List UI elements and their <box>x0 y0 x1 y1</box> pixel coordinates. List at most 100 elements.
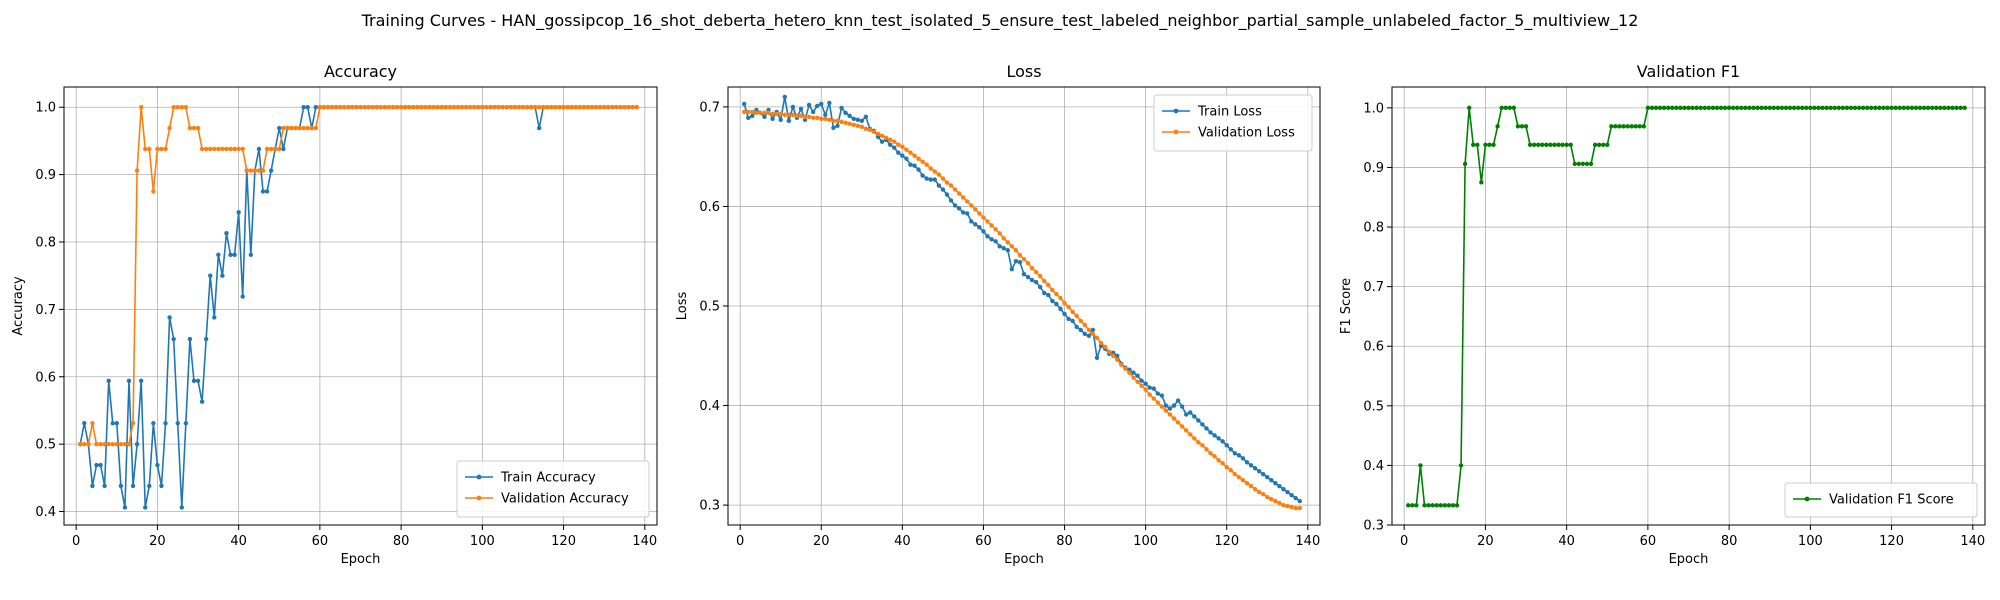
data-point <box>932 177 937 182</box>
data-point <box>1645 105 1651 111</box>
data-point <box>1783 105 1789 111</box>
data-point <box>374 105 379 110</box>
data-point <box>467 105 473 110</box>
accuracy-subplot-title: Accuracy <box>324 62 397 81</box>
data-point <box>1934 105 1939 111</box>
data-point <box>831 125 836 131</box>
data-point <box>1033 279 1039 285</box>
data-point <box>1297 505 1302 511</box>
x-tick-label: 100 <box>1133 534 1158 549</box>
data-point <box>577 105 583 110</box>
data-point <box>1111 353 1116 358</box>
data-point <box>762 114 767 120</box>
data-point <box>1873 105 1878 111</box>
x-tick-label: 140 <box>1960 534 1985 549</box>
legend-swatch-marker <box>1173 129 1179 135</box>
data-point <box>313 125 319 131</box>
data-point <box>770 116 775 122</box>
data-point <box>528 105 534 110</box>
data-point <box>1204 426 1209 431</box>
data-point <box>1094 335 1100 341</box>
data-point <box>1657 105 1663 111</box>
data-point <box>240 146 245 152</box>
data-point <box>159 146 164 152</box>
series-line <box>744 111 1300 509</box>
data-point <box>484 105 489 110</box>
data-point <box>1289 492 1294 498</box>
data-point <box>208 146 213 152</box>
data-point <box>1029 277 1035 283</box>
data-point <box>1236 475 1242 480</box>
data-point <box>561 105 566 110</box>
data-point <box>1009 244 1015 249</box>
data-point <box>1289 504 1294 510</box>
data-point <box>321 105 327 110</box>
data-point <box>1017 260 1023 265</box>
data-point <box>585 105 591 110</box>
data-point <box>960 210 966 215</box>
data-point <box>1252 486 1258 492</box>
data-point <box>1572 161 1577 167</box>
data-point <box>1686 105 1691 111</box>
data-point <box>398 105 404 110</box>
legend-box <box>456 460 650 518</box>
data-point <box>1406 503 1411 508</box>
data-point <box>370 105 375 110</box>
data-point <box>1046 292 1051 298</box>
data-point <box>1889 105 1894 111</box>
loss-subplot-title: Loss <box>1006 62 1041 81</box>
data-point <box>1690 105 1695 111</box>
data-point <box>855 123 860 129</box>
data-point <box>928 177 933 182</box>
data-point <box>1609 124 1614 129</box>
data-point <box>944 180 950 185</box>
data-point <box>750 113 755 119</box>
data-point <box>191 378 197 383</box>
data-point <box>1054 291 1059 297</box>
data-point <box>228 252 233 257</box>
data-point <box>1050 287 1055 293</box>
data-point <box>993 239 998 244</box>
data-point <box>843 110 848 116</box>
data-point <box>394 105 400 110</box>
data-point <box>187 336 193 342</box>
data-point <box>1678 105 1683 111</box>
data-point <box>106 441 111 447</box>
data-point <box>500 105 505 110</box>
data-point <box>524 105 530 110</box>
data-point <box>179 105 184 110</box>
data-point <box>981 215 986 220</box>
data-point <box>1090 331 1096 337</box>
y-tick-label: 0.7 <box>35 303 56 318</box>
x-tick-label: 20 <box>149 534 166 549</box>
data-point <box>1139 378 1144 383</box>
data-point <box>1885 105 1890 111</box>
y-tick-label: 0.7 <box>1363 280 1384 295</box>
data-point <box>1812 105 1817 111</box>
data-point <box>402 105 408 110</box>
data-point <box>936 183 942 188</box>
data-point <box>277 146 282 152</box>
data-point <box>110 441 115 447</box>
y-tick-label: 1.0 <box>1363 101 1384 116</box>
data-point <box>794 113 800 119</box>
data-point <box>952 203 958 208</box>
data-point <box>1824 105 1829 111</box>
data-point <box>1739 105 1744 111</box>
data-point <box>1641 124 1647 129</box>
data-point <box>581 105 587 110</box>
data-point <box>516 105 522 110</box>
data-point <box>1930 105 1935 111</box>
data-point <box>1029 265 1035 271</box>
data-point <box>847 113 852 119</box>
data-point <box>134 168 140 173</box>
data-point <box>1216 458 1221 463</box>
data-point <box>362 105 367 110</box>
data-point <box>1913 105 1919 111</box>
data-point <box>1228 468 1233 473</box>
data-point <box>301 105 306 110</box>
data-point <box>1155 400 1161 405</box>
data-point <box>293 125 298 131</box>
x-tick-label: 100 <box>470 534 495 549</box>
data-point <box>1958 105 1963 111</box>
